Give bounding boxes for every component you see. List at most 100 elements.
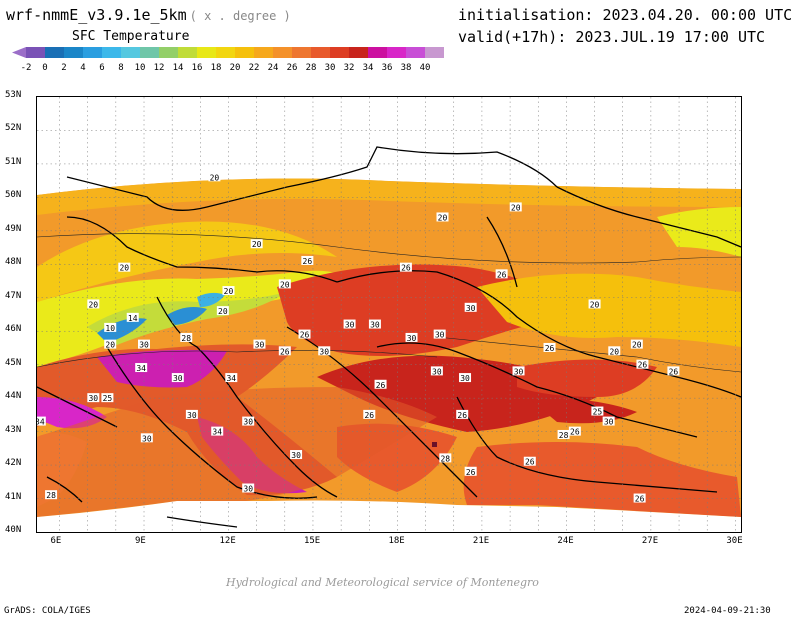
svg-text:30: 30	[460, 374, 470, 383]
svg-text:20: 20	[280, 280, 290, 289]
contour-label: 26	[278, 346, 291, 356]
svg-text:25: 25	[103, 394, 113, 403]
svg-text:30: 30	[88, 394, 98, 403]
colorbar-tick-label: 22	[249, 63, 260, 73]
unit-label: ( x . degree )	[189, 9, 291, 23]
latitude-label: 51N	[5, 156, 22, 167]
contour-label: 20	[216, 306, 229, 316]
svg-text:26: 26	[669, 367, 679, 376]
latitude-label: 53N	[5, 90, 22, 100]
contour-label: 30	[290, 450, 303, 460]
colorbar-tick-label: 14	[173, 63, 184, 73]
contour-label: 20	[208, 172, 221, 182]
svg-text:30: 30	[243, 418, 253, 427]
svg-text:30: 30	[604, 418, 614, 427]
svg-text:20: 20	[252, 240, 262, 249]
colorbar-swatch	[26, 47, 45, 58]
colorbar-tick-label: 10	[135, 63, 146, 73]
latitude-label: 41N	[5, 491, 22, 502]
corsica	[46, 476, 83, 503]
colorbar-tick-label: 20	[230, 63, 241, 73]
init-label: initialisation:	[458, 6, 594, 24]
svg-text:30: 30	[173, 374, 183, 383]
svg-text:26: 26	[376, 381, 386, 390]
colorbar-tick-label: 18	[211, 63, 222, 73]
colorbar-tick-label: 6	[99, 63, 104, 73]
contour-label: 34	[37, 416, 46, 427]
svg-text:26: 26	[466, 468, 476, 477]
colorbar-swatch	[159, 47, 178, 58]
valid-value: 2023.JUL.19 17:00 UTC	[575, 28, 766, 46]
danube-line	[376, 342, 698, 438]
contour-26	[436, 336, 741, 373]
svg-text:30: 30	[407, 334, 417, 343]
colorbar-low-arrow	[12, 47, 26, 58]
svg-text:30: 30	[142, 434, 152, 443]
colorbar-swatch	[102, 47, 121, 58]
svg-text:26: 26	[545, 344, 555, 353]
longitude-label: 15E	[303, 536, 321, 546]
contour-labels: 2020202014102028303430343025343034303030…	[37, 172, 680, 504]
credit-text: Hydrological and Meteorological service …	[226, 576, 539, 589]
svg-text:30: 30	[370, 321, 380, 330]
colorbar-swatch	[235, 47, 254, 58]
colorbar-swatch	[387, 47, 406, 58]
svg-text:28: 28	[181, 334, 191, 343]
colorbar-tick-label: -2	[21, 63, 32, 73]
svg-text:26: 26	[635, 495, 645, 504]
contour-label: 26	[495, 269, 508, 279]
colorbar-tick-label: 0	[42, 63, 47, 73]
border-slovakia	[486, 216, 518, 288]
tyrrhenian-sea	[37, 387, 437, 517]
contour-label: 25	[591, 406, 604, 417]
contour-label: 34	[135, 363, 148, 373]
colorbar-tick-label: 2	[61, 63, 66, 73]
colorbar-tick-label: 28	[306, 63, 317, 73]
longitude-label: 30E	[726, 536, 743, 546]
svg-text:26: 26	[364, 411, 374, 420]
svg-text:30: 30	[345, 321, 355, 330]
longitude-label: 21E	[472, 536, 490, 546]
svg-text:26: 26	[638, 361, 648, 370]
svg-text:20: 20	[438, 213, 448, 222]
colorbar-tick-label: 4	[80, 63, 85, 73]
border-germany-poland	[66, 146, 558, 211]
contour-label: 26	[298, 329, 311, 340]
svg-text:20: 20	[224, 287, 234, 296]
svg-text:10: 10	[105, 324, 115, 333]
longitude-label: 27E	[641, 536, 659, 546]
colorbar-swatch	[330, 47, 349, 58]
contour-label: 26	[636, 359, 649, 370]
contour-label: 30	[368, 319, 381, 330]
footer-timestamp: 2024-04-09-21:30	[684, 606, 771, 616]
borders	[37, 146, 741, 528]
contour-label: 20	[104, 339, 117, 350]
contour-label: 26	[456, 409, 469, 420]
contour-20	[37, 233, 741, 264]
contour-label: 20	[222, 286, 235, 296]
contour-label: 20	[509, 202, 522, 212]
svg-text:14: 14	[128, 314, 138, 323]
contour-label: 28	[439, 453, 452, 463]
svg-text:30: 30	[435, 331, 445, 340]
colorbar-tick-label: 8	[118, 63, 123, 73]
contour-label: 26	[667, 366, 680, 376]
colorbar-swatch	[254, 47, 273, 58]
svg-text:20: 20	[210, 173, 220, 182]
svg-text:30: 30	[291, 451, 301, 460]
svg-text:26: 26	[401, 264, 411, 273]
svg-text:20: 20	[632, 341, 642, 350]
longitude-label: 6E	[50, 536, 62, 546]
contour-label: 30	[433, 329, 446, 340]
contour-label: 20	[278, 279, 291, 289]
svg-text:30: 30	[243, 485, 253, 494]
contour-label: 26	[543, 342, 556, 353]
variable-title: SFC Temperature	[72, 29, 190, 44]
contour-label: 20	[630, 339, 643, 350]
colorbar-swatch	[349, 47, 368, 58]
contour-label: 30	[140, 433, 153, 443]
contour-label: 30	[430, 366, 443, 376]
border-ukraine	[556, 186, 741, 248]
svg-text:30: 30	[319, 347, 329, 356]
colorbar-swatch	[83, 47, 102, 58]
